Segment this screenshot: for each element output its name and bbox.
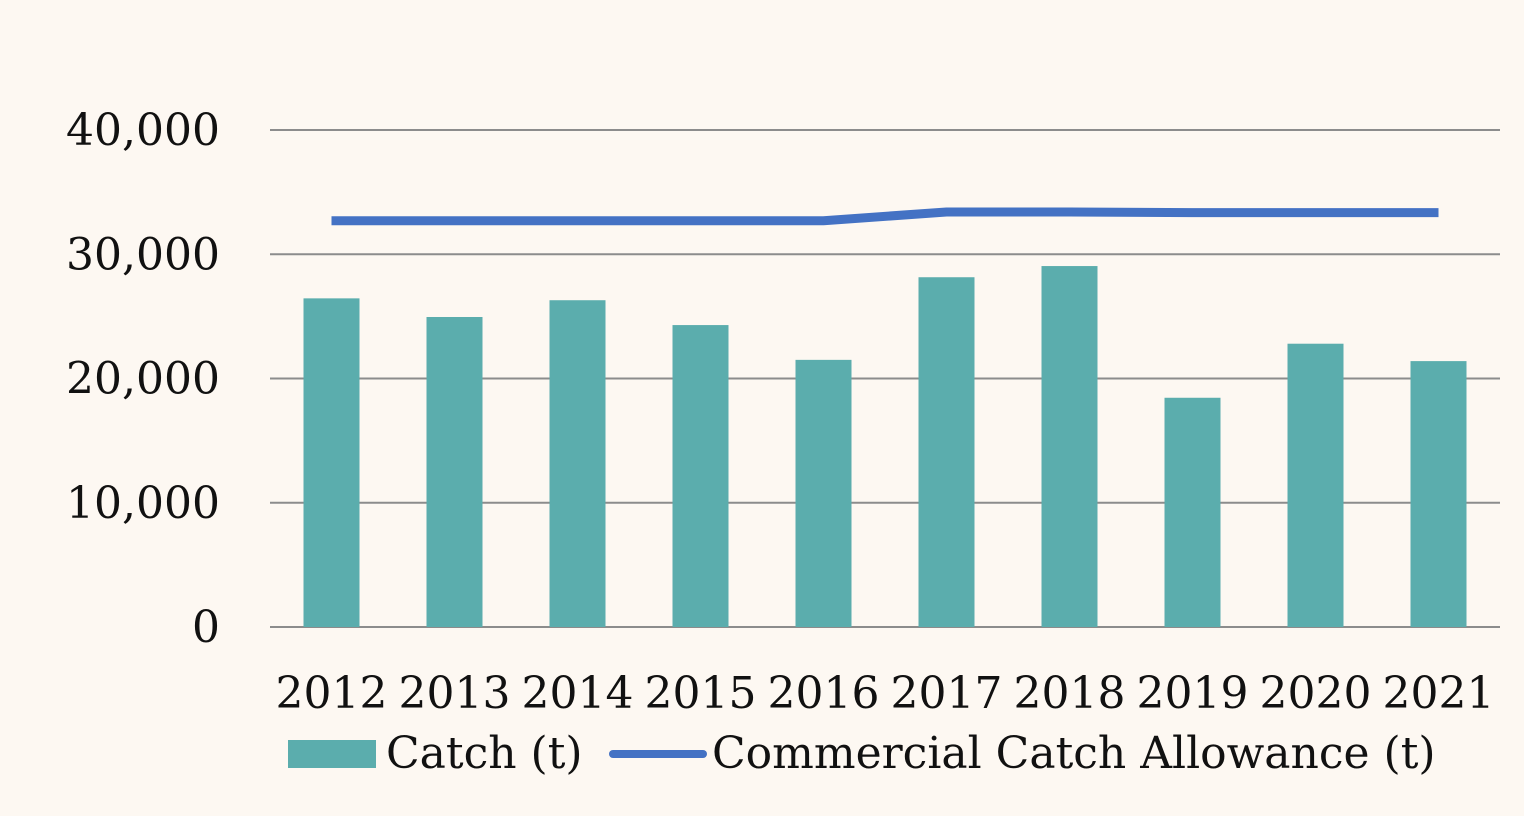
x-tick-label: 2018 [1014, 668, 1126, 719]
bar-catch-2016 [795, 359, 852, 627]
x-tick-label: 2014 [522, 668, 634, 719]
x-tick-label: 2020 [1260, 668, 1372, 719]
legend-label-catch: Catch (t) [386, 728, 583, 779]
x-tick-label: 2015 [645, 668, 757, 719]
line-commercial-catch-allowance [331, 207, 1439, 226]
bar-series [303, 266, 1467, 627]
bar-catch-2013 [426, 316, 483, 627]
bar-catch-2019 [1164, 397, 1221, 627]
x-axis-ticks: 2012 2013 2014 2015 2016 2017 2018 2019 2020 2021 [276, 668, 1495, 719]
bar-catch-2014 [549, 300, 606, 627]
bar-catch-2012 [303, 298, 360, 627]
bar-catch-2018 [1041, 266, 1098, 627]
line-series [331, 207, 1439, 226]
bar-catch-2021 [1410, 361, 1467, 627]
y-tick-label: 40,000 [66, 105, 220, 156]
y-axis-ticks: 0 10,000 20,000 30,000 40,000 [66, 105, 220, 653]
bar-catch-2020 [1287, 343, 1344, 627]
bar-catch-2017 [918, 277, 975, 627]
x-tick-label: 2016 [768, 668, 880, 719]
legend: Catch (t) Commercial Catch Allowance (t) [288, 728, 1436, 779]
y-tick-label: 10,000 [66, 478, 220, 529]
bar-catch-2015 [672, 325, 729, 627]
x-tick-label: 2013 [399, 668, 511, 719]
y-tick-label: 20,000 [66, 354, 220, 405]
x-tick-label: 2021 [1383, 668, 1495, 719]
x-tick-label: 2017 [891, 668, 1003, 719]
legend-swatch-catch [288, 740, 376, 768]
y-tick-label: 30,000 [66, 229, 220, 280]
legend-label-allowance: Commercial Catch Allowance (t) [712, 728, 1436, 779]
x-tick-label: 2019 [1137, 668, 1249, 719]
y-tick-label: 0 [192, 602, 220, 653]
x-tick-label: 2012 [276, 668, 388, 719]
